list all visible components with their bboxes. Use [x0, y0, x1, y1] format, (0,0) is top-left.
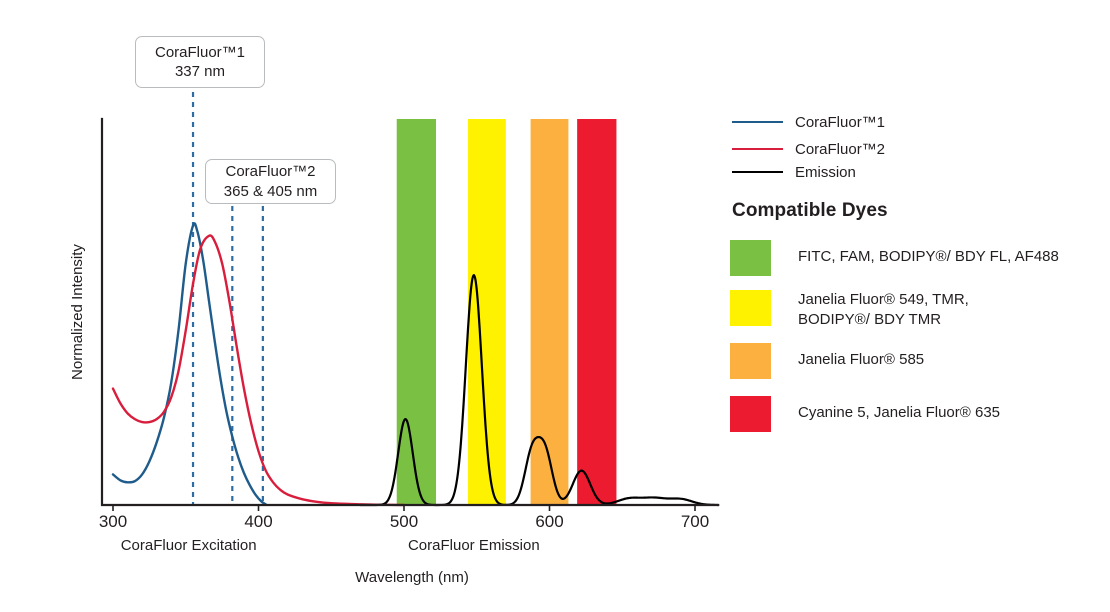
dye-label-orange: Janelia Fluor® 585 [798, 351, 925, 368]
legend-item-corafluor-1: CoraFluor™1 [732, 113, 885, 131]
compatible-dyes-heading: Compatible Dyes [732, 200, 888, 221]
x-axis-tick-labels: 300 400 500 600 700 [99, 512, 709, 531]
dye-label-green: FITC, FAM, BODIPY®/ BDY FL, AF488 [798, 248, 1059, 265]
legend-item-emission: Emission [732, 163, 856, 181]
curve-emission [359, 274, 720, 507]
callout-corafluor-1: CoraFluor™1 337 nm [135, 36, 265, 88]
legend-label-corafluor-1: CoraFluor™1 [795, 113, 886, 131]
orange-band [530, 119, 569, 505]
red-band [577, 119, 617, 505]
x-tick-label-600: 600 [535, 512, 563, 531]
green-band [396, 119, 437, 505]
dye-legend-item-orange: Janelia Fluor® 585 [730, 343, 1100, 379]
x-tick-label-300: 300 [99, 512, 127, 531]
axis-group-label-excitation: CoraFluor Excitation [121, 537, 257, 554]
dye-label-yellow: Janelia Fluor® 549, TMR, BODIPY®/ BDY TMR [798, 291, 969, 328]
x-tick-label-700: 700 [681, 512, 709, 531]
dye-color-swatch-red [730, 396, 771, 432]
x-tick-label-500: 500 [390, 512, 418, 531]
legend-item-corafluor-2: CoraFluor™2 [732, 140, 885, 158]
callout-1-value: 337 nm [174, 63, 226, 80]
spectra-svg: 300 400 500 600 700 CoraFluor Excitation Cor… [69, 92, 720, 586]
spectra-curves-group [111, 222, 720, 507]
dye-legend-item-red: Cyanine 5, Janelia Fluor® 635 [730, 396, 1100, 432]
callout-corafluor-2: CoraFluor™2 365 & 405 nm [205, 159, 336, 204]
legend-label-corafluor-2: CoraFluor™2 [795, 140, 886, 158]
callout-1-title: CoraFluor™1 [154, 43, 246, 61]
legend-line-swatch-corafluor-1 [732, 121, 783, 123]
dye-label-red: Cyanine 5, Janelia Fluor® 635 [798, 404, 1001, 421]
dye-color-swatch-green [730, 240, 771, 276]
y-axis-title: Normalized Intensity [69, 244, 86, 380]
x-tick-label-400: 400 [244, 512, 272, 531]
axis-lines [100, 117, 720, 507]
excitation-marker-lines [191, 92, 264, 505]
axis-group-label-emission: CoraFluor Emission [408, 537, 540, 554]
legend-panel: CoraFluor™1 CoraFluor™2 Emission Compati… [730, 0, 1110, 612]
callout-2-title: CoraFluor™2 [225, 163, 316, 181]
chart-plot-area: 300 400 500 600 700 CoraFluor Excitation Cor… [69, 36, 720, 586]
filter-bands-group [396, 119, 617, 505]
dye-color-swatch-orange [730, 343, 771, 379]
legend-label-emission: Emission [795, 163, 856, 181]
x-axis-title: Wavelength (nm) [355, 569, 469, 586]
dye-legend-item-yellow: Janelia Fluor® 549, TMR, BODIPY®/ BDY TMR [730, 290, 1100, 330]
dye-color-swatch-yellow [730, 290, 771, 326]
legend-line-swatch-corafluor-2 [732, 148, 783, 150]
dye-legend-item-green: FITC, FAM, BODIPY®/ BDY FL, AF488 [730, 240, 1100, 276]
legend-line-swatch-emission [732, 171, 783, 173]
curve-corafluor-1 [111, 222, 267, 506]
curve-corafluor-2 [111, 234, 406, 507]
x-axis-ticks [112, 505, 696, 511]
callout-2-value: 365 & 405 nm [223, 182, 318, 200]
